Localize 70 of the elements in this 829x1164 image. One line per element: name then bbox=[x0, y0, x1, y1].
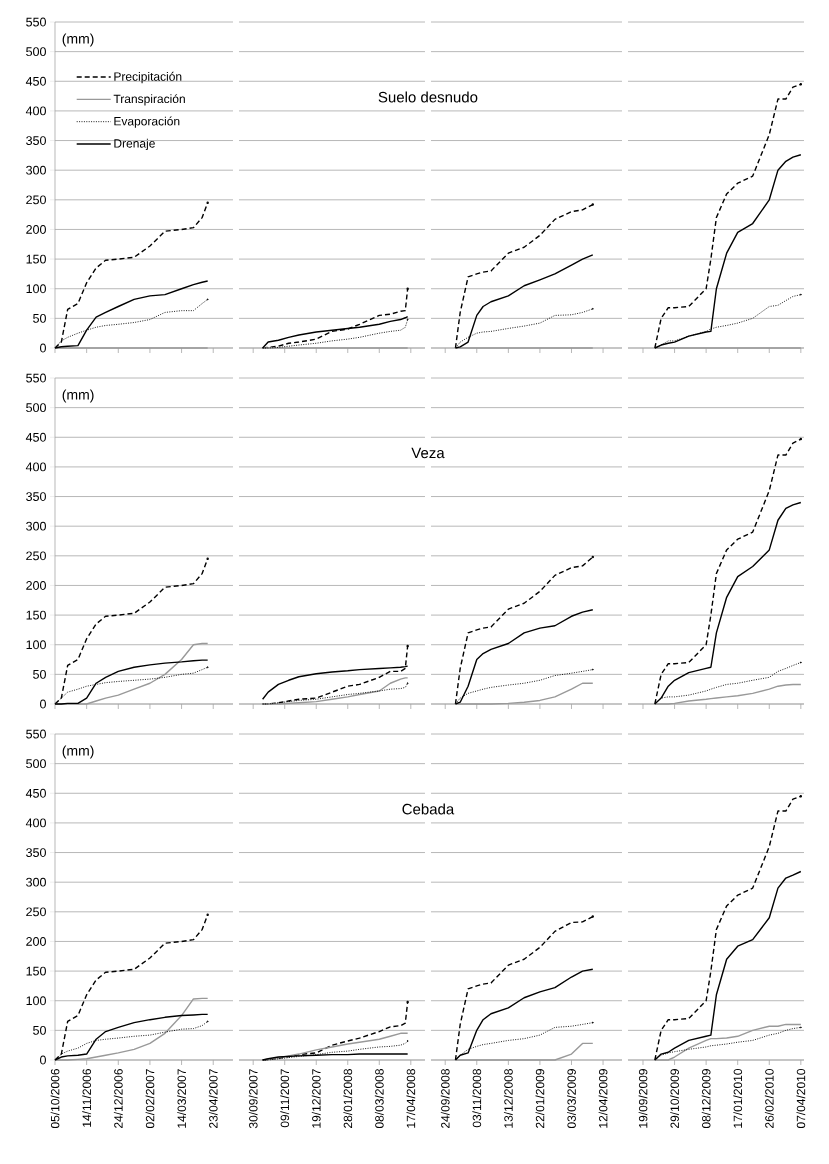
y-tick-label: 350 bbox=[26, 492, 46, 501]
y-tick-label: 100 bbox=[26, 996, 46, 1006]
y-tick-label: 400 bbox=[25, 818, 46, 828]
y-tick-label: 150 bbox=[26, 966, 46, 976]
y-tick-label: 500 bbox=[26, 403, 46, 413]
x-tick-label: 24/09/2008 bbox=[440, 1069, 450, 1128]
x-tick-label: 02/02/2007 bbox=[145, 1069, 155, 1129]
y-tick-label: 50 bbox=[33, 669, 46, 679]
y-tick-label: 550 bbox=[26, 17, 46, 27]
y-tick-label: 300 bbox=[26, 877, 46, 887]
x-tick-label: 26/02/2010 bbox=[764, 1069, 774, 1128]
y-tick-label: 50 bbox=[33, 313, 46, 323]
y-tick-label: 250 bbox=[26, 195, 46, 205]
text: Cebada bbox=[402, 803, 455, 815]
x-tick-label: 30/09/2007 bbox=[248, 1069, 258, 1129]
x-tick-label: 29/10/2009 bbox=[670, 1069, 679, 1128]
y-tick-label: 250 bbox=[26, 551, 46, 561]
y-tick-label: 0 bbox=[40, 699, 46, 709]
x-tick-label: 13/12/2008 bbox=[503, 1069, 513, 1128]
y-tick-label: 200 bbox=[26, 581, 46, 590]
y-tick-label: 400 bbox=[25, 462, 46, 472]
legend-label: Transpiración bbox=[113, 94, 185, 106]
x-tick-label: 28/01/2008 bbox=[343, 1069, 353, 1128]
y-tick-label: 300 bbox=[26, 521, 46, 531]
x-tick-label: 09/11/2007 bbox=[280, 1069, 290, 1128]
y-tick-label: 500 bbox=[26, 47, 46, 57]
x-tick-label: 05/10/2006 bbox=[50, 1069, 60, 1129]
y-tick-label: 150 bbox=[26, 610, 46, 620]
x-tick-label: 22/01/2009 bbox=[535, 1069, 545, 1128]
x-tick-label: 07/04/2010 bbox=[796, 1069, 806, 1129]
y-axis-title: (mm) bbox=[62, 33, 94, 47]
y-tick-label: 200 bbox=[26, 225, 46, 234]
y-axis-title: (mm) bbox=[62, 745, 94, 759]
text: Veza bbox=[411, 447, 445, 459]
legend-label: Drenaje bbox=[114, 138, 155, 151]
legend-label: Evaporación bbox=[114, 116, 180, 128]
y-tick-label: 400 bbox=[25, 106, 46, 116]
y-tick-label: 450 bbox=[25, 432, 46, 442]
x-tick-label: 19/12/2007 bbox=[311, 1069, 321, 1128]
x-tick-label: 14/03/2007 bbox=[177, 1069, 186, 1128]
x-tick-label: 08/03/2008 bbox=[374, 1069, 384, 1129]
x-tick-label: 03/03/2009 bbox=[567, 1069, 576, 1129]
y-tick-label: 0 bbox=[40, 1055, 46, 1065]
y-tick-label: 250 bbox=[26, 907, 46, 917]
y-tick-label: 100 bbox=[26, 284, 46, 294]
text: Suelo desnudo bbox=[378, 91, 478, 103]
legend-label: Precipitación bbox=[114, 71, 182, 84]
x-tick-label: 19/09/2009 bbox=[638, 1069, 648, 1128]
y-tick-label: 450 bbox=[25, 76, 46, 86]
x-tick-label: 12/04/2009 bbox=[598, 1069, 608, 1128]
y-tick-label: 450 bbox=[25, 788, 46, 798]
x-tick-label: 24/12/2006 bbox=[113, 1069, 123, 1128]
y-tick-label: 50 bbox=[33, 1025, 46, 1035]
x-tick-label: 14/11/2006 bbox=[82, 1069, 92, 1127]
x-tick-label: 23/04/2007 bbox=[208, 1069, 218, 1128]
y-tick-label: 350 bbox=[26, 136, 46, 145]
y-axis-title: (mm) bbox=[62, 389, 94, 403]
y-tick-label: 500 bbox=[26, 759, 46, 769]
y-tick-label: 200 bbox=[26, 937, 46, 946]
x-tick-label: 17/01/2010 bbox=[733, 1069, 743, 1128]
y-tick-label: 550 bbox=[26, 373, 46, 383]
x-tick-label: 17/04/2008 bbox=[406, 1069, 416, 1128]
y-tick-label: 0 bbox=[40, 343, 46, 353]
y-tick-label: 100 bbox=[26, 640, 46, 650]
x-tick-label: 08/12/2009 bbox=[701, 1069, 711, 1129]
y-tick-label: 550 bbox=[26, 729, 46, 739]
y-tick-label: 350 bbox=[26, 848, 46, 857]
y-tick-label: 150 bbox=[26, 254, 46, 264]
x-tick-label: 03/11/2008 bbox=[472, 1069, 482, 1128]
y-tick-label: 300 bbox=[26, 165, 46, 175]
